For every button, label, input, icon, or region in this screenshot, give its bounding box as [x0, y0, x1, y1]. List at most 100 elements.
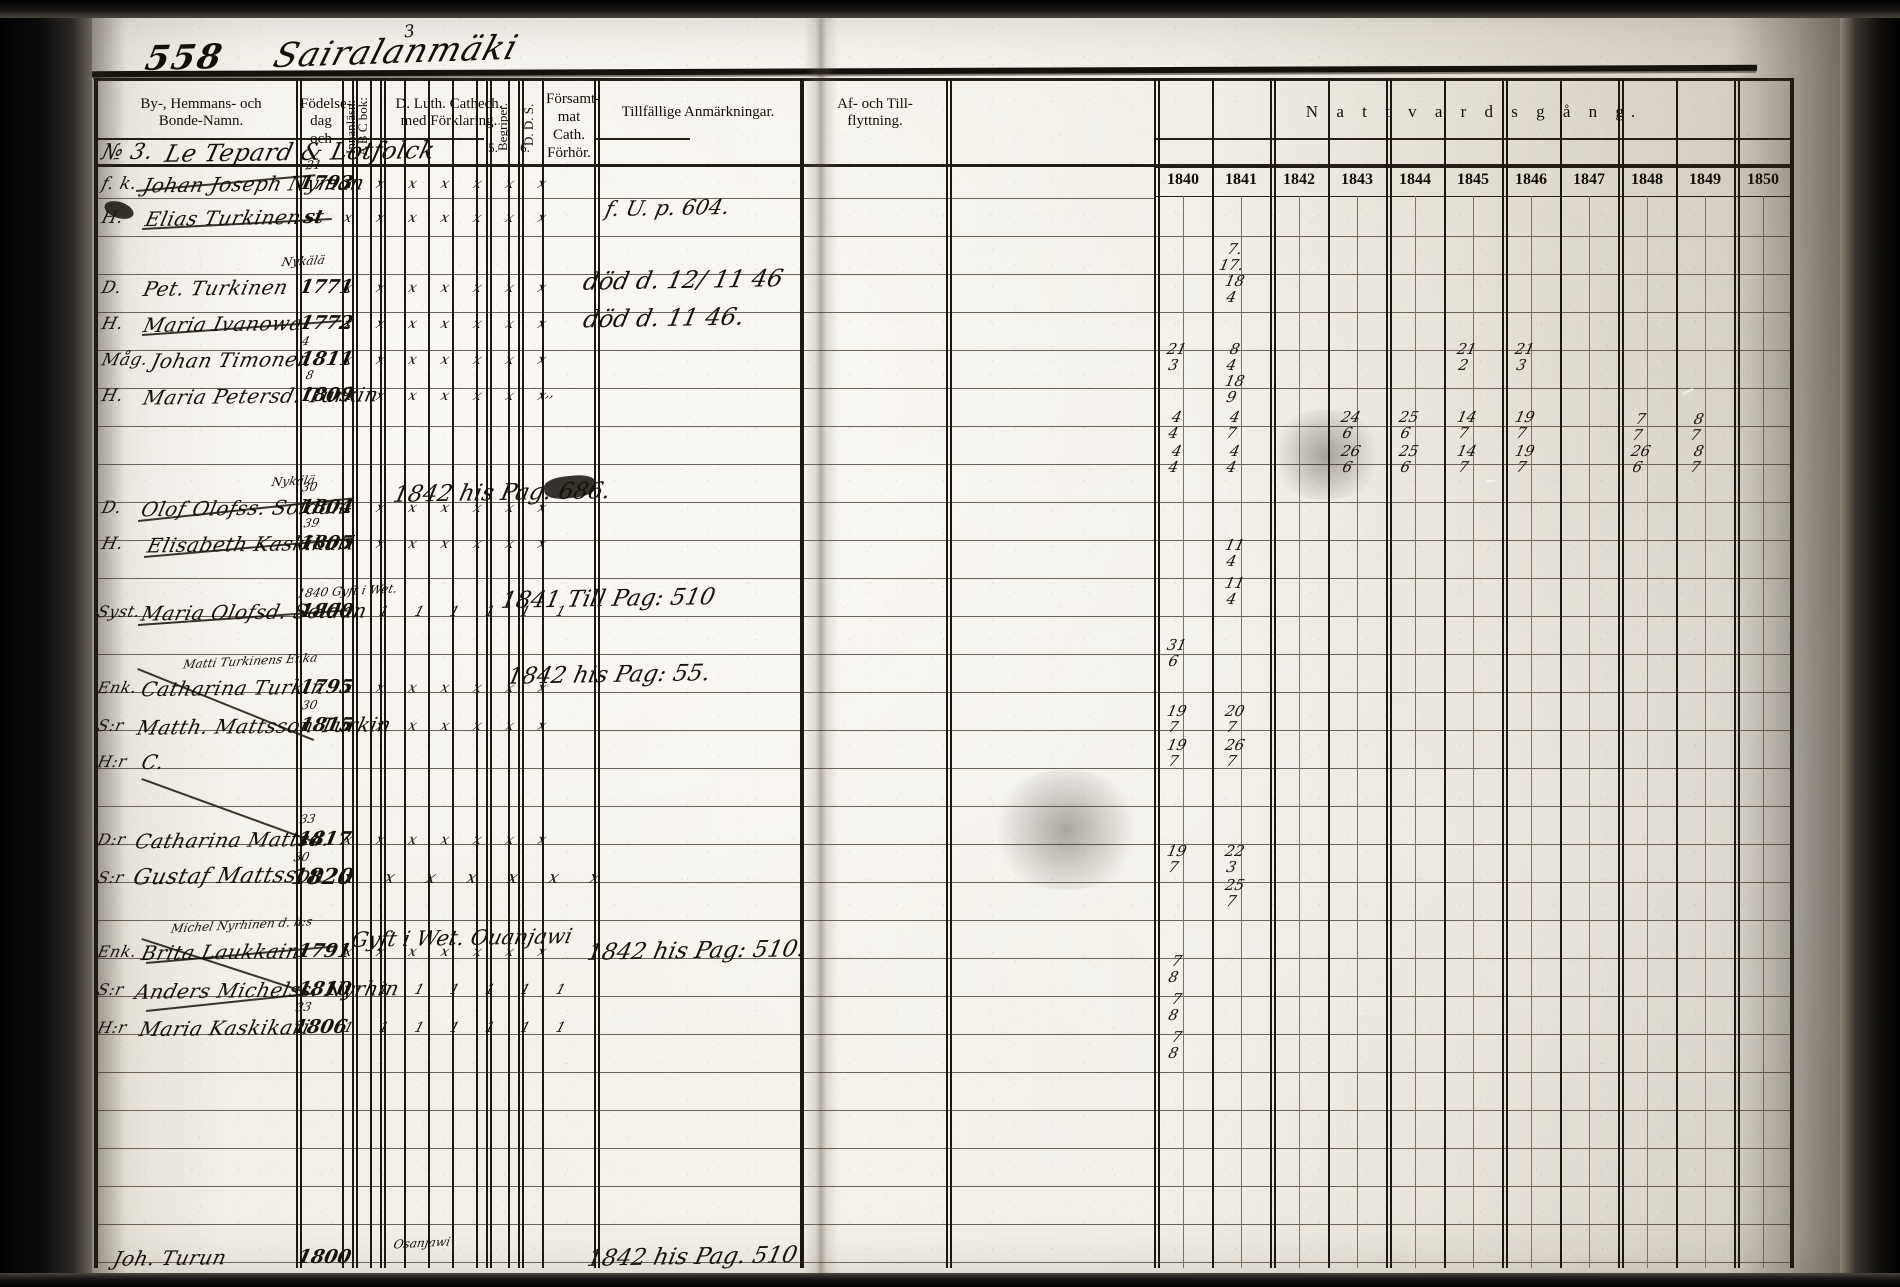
entry-prefix-9: Syst.	[95, 601, 143, 622]
scan-border-top	[0, 0, 1900, 18]
tally-r2-1846: 21 3	[1513, 340, 1537, 374]
tally-r2-1845: 21 2	[1455, 340, 1479, 374]
paper-sheet: 558 Sairalanmäki 3	[86, 10, 1848, 1280]
entry-birthsup-13: 33	[298, 811, 317, 827]
year-cell-1849: 1849	[1689, 171, 1721, 188]
tally-11: 8 7	[1688, 410, 1706, 444]
entry-prefix-15: Enk.	[95, 941, 140, 962]
tally-2: 8 4	[1224, 340, 1242, 374]
tally-4: 4 4	[1166, 408, 1184, 442]
entry-prefix-12: H:r	[95, 751, 129, 772]
year-cell-1842: 1842	[1283, 171, 1315, 188]
entry-name-3: Pet. Turkinen	[140, 274, 291, 302]
year-cell-1850: 1850	[1747, 171, 1779, 188]
year-cell-1843: 1843	[1341, 171, 1373, 188]
entry-birthsup-18: Osanjawi	[392, 1234, 452, 1252]
header-catechism: D. Luth. Cathech. med Förklaring.	[395, 96, 503, 130]
entry-prefix-7: D.	[99, 497, 124, 519]
tally-0: 7. 17.	[1217, 240, 1246, 274]
year-cell-1846: 1846	[1515, 171, 1547, 188]
entry-name-0: Le Tepard & Lotfolck	[162, 136, 439, 168]
entry-prefix-3: D.	[99, 277, 124, 299]
tally-5: 4 7	[1224, 408, 1242, 442]
marks-3: x x x x x x x	[341, 280, 559, 296]
tally-12: 11 4	[1223, 536, 1247, 570]
entry-prefix-1: f. k.	[99, 173, 140, 195]
entry-birthsup-15: Michel Nyrhinen d. h:s	[169, 914, 314, 936]
header-migration: Af- och Till- flyttning.	[837, 96, 913, 130]
tally-10: 7 7	[1630, 410, 1648, 444]
entry-prefix-13: D:r	[95, 829, 128, 850]
marks-13: x x x x x x x	[341, 832, 559, 848]
entry-note-4: död d. 11 46.	[580, 302, 748, 334]
marks-4: x x x x x x x	[341, 316, 559, 332]
entry-prefix-8: H.	[99, 533, 126, 555]
entry-prefix-16: S:r	[95, 979, 126, 1000]
entry-birth-17: 1806	[291, 1016, 350, 1038]
marks-17: 1 1 1 1 1 1 1	[341, 1020, 579, 1036]
entry-birthsup-17: 33	[294, 999, 313, 1015]
year-cell-1844: 1844	[1399, 171, 1431, 188]
entry-prefix-14: S:r	[95, 867, 126, 888]
entry-prefix-0: № 3.	[98, 139, 156, 166]
entry-note-15: 1842 his Pag: 510.	[584, 936, 808, 966]
entry-birth-2: st	[301, 206, 326, 228]
year-cell-1848: 1848	[1631, 171, 1663, 188]
entry-birthsup-7: 30	[300, 479, 319, 495]
entry-prefix-4: H.	[99, 313, 126, 335]
scan-border-left	[0, 0, 92, 1287]
entry-birthsup-14: 30	[292, 849, 311, 865]
tally-22: 7 8	[1166, 1028, 1184, 1062]
entry-name-5: Johan Timonen	[148, 346, 315, 374]
entry-birthsup-6: 8	[304, 367, 316, 383]
entry-name-17: Maria Kaskikari	[136, 1014, 313, 1042]
record-table: By-, Hemmans- och Bonde-Namn. Födelse- d…	[94, 78, 1794, 1272]
marks-1: x x x x x x x	[341, 176, 559, 192]
tally-21: 7 8	[1166, 990, 1184, 1024]
place-superscript: 3	[402, 21, 416, 43]
tally-1: 18 4	[1223, 272, 1247, 306]
catechism-num-5: 5.	[488, 140, 498, 155]
header-name: By-, Hemmans- och Bonde-Namn.	[140, 96, 262, 130]
entry-birth-18: 1800	[295, 1246, 354, 1268]
catechism-num-6: 6.	[520, 140, 530, 155]
header-remarks: Tillfällige Anmärkningar.	[621, 104, 775, 120]
entry-note-9: 1841 Till Pag: 510	[498, 584, 718, 614]
header-forsummat: Församt- mat Cath. Förhör.	[546, 91, 601, 161]
entry-note-2: f. U. p. 604.	[603, 194, 732, 222]
marks-16: 1 1 1 1 1 1 1	[341, 982, 579, 998]
marks-2: x x x x x x x	[341, 210, 559, 226]
tally-7: 25 6	[1397, 408, 1421, 442]
tally-17: 19 7	[1165, 842, 1189, 876]
marks-5: x x x x x x x	[341, 352, 559, 368]
marks-8: x x x x x x x	[341, 536, 559, 552]
tally-20: 7 8	[1166, 952, 1184, 986]
entry-prefix-5: Måg.	[99, 349, 151, 371]
header-dds: D. D. S.	[521, 103, 536, 147]
entry-prefix-11: S:r	[95, 715, 126, 736]
tally-r2-1840: 21 3	[1165, 340, 1189, 374]
tally-16: 20 7	[1223, 702, 1247, 736]
entry-birthsup-1: 21	[304, 157, 323, 173]
year-cell-1847: 1847	[1573, 171, 1605, 188]
tally-14: 31 6	[1165, 636, 1189, 670]
entry-birthsup-8: 39	[302, 515, 321, 531]
tally-18: 22 3	[1223, 842, 1247, 876]
entry-note-10: 1842 his Pag: 55.	[504, 660, 713, 690]
tally-15: 19 7	[1165, 702, 1189, 736]
tally-13: 11 4	[1223, 574, 1247, 608]
header-birth: Födelse- dag och	[300, 96, 352, 147]
header-begriper: Begriper.	[495, 103, 510, 152]
entry-birthsup-3: Nykälä	[280, 252, 327, 270]
tally-9: 19 7	[1513, 408, 1537, 442]
entry-prefix-17: H:r	[95, 1017, 129, 1038]
scan-border-right	[1840, 0, 1900, 1287]
entry-name-12: C.	[139, 749, 167, 775]
year-cell-1840: 1840	[1167, 171, 1199, 188]
year-cell-1841: 1841	[1225, 171, 1257, 188]
marks-11: x x x x x x x	[341, 718, 559, 734]
entry-prefix-6: H.	[99, 385, 126, 407]
year-cell-1845: 1845	[1457, 171, 1489, 188]
tally-3: 18 9	[1223, 372, 1247, 406]
